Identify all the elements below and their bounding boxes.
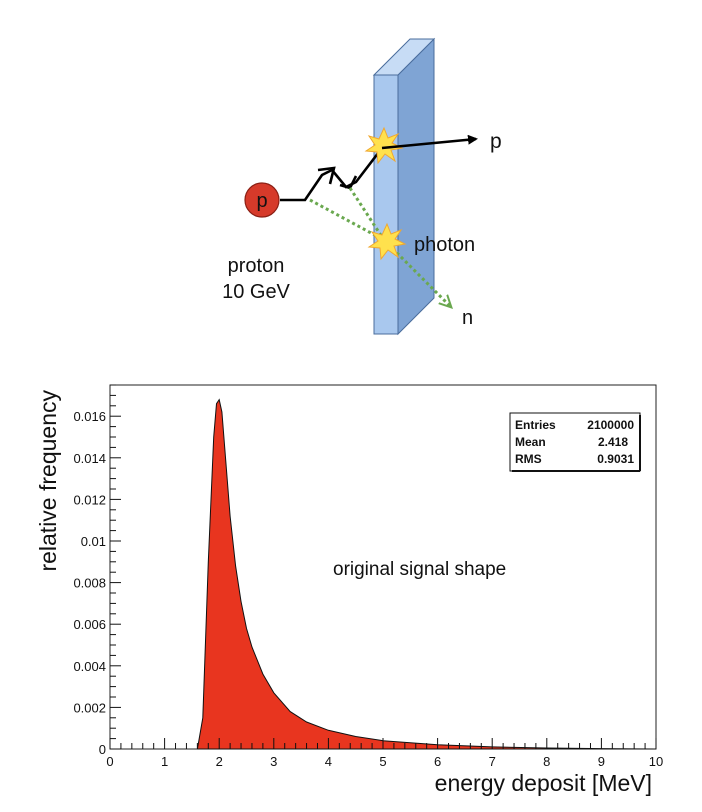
outgoing-proton-label: p — [490, 130, 502, 153]
histogram-chart: 0 1 2 3 4 5 6 7 8 9 10 0 0.002 0.004 0.006 0.008 0.01 0.… — [35, 384, 663, 796]
y-tick-label: 0.008 — [73, 576, 106, 591]
photon-track — [309, 198, 385, 242]
proton-track-arrows — [317, 166, 336, 185]
stats-mean-value: 2.418 — [598, 435, 628, 449]
x-tick-label: 6 — [434, 754, 441, 769]
x-axis-tick-labels: 0 1 2 3 4 5 6 7 8 9 10 — [106, 754, 663, 769]
y-tick-label: 0.004 — [73, 659, 106, 674]
y-tick-label: 0.002 — [73, 700, 106, 715]
detector-slab-front — [373, 74, 399, 335]
stats-entries-value: 2100000 — [587, 418, 634, 432]
x-tick-label: 7 — [489, 754, 496, 769]
x-tick-label: 3 — [270, 754, 277, 769]
y-tick-label: 0.012 — [73, 492, 106, 507]
y-axis-tick-labels: 0 0.002 0.004 0.006 0.008 0.01 0.012 0.014 0.016 — [73, 409, 106, 757]
x-tick-label: 8 — [543, 754, 550, 769]
incoming-label-line1: proton — [228, 255, 285, 277]
interaction-flash-lower — [367, 222, 407, 261]
y-tick-label: 0.014 — [73, 451, 106, 466]
x-tick-label: 10 — [649, 754, 663, 769]
stats-box: Entries 2100000 Mean 2.418 RMS 0.9031 — [509, 412, 641, 472]
stats-rms-label: RMS — [515, 452, 542, 466]
outgoing-proton-track — [381, 134, 478, 150]
annotation-original-signal: original signal shape — [333, 559, 506, 580]
incoming-proton-circle — [244, 182, 280, 218]
x-tick-label: 5 — [379, 754, 386, 769]
incoming-label-line2: 10 GeV — [222, 281, 290, 303]
x-tick-label: 4 — [325, 754, 332, 769]
y-tick-label: 0.01 — [81, 534, 106, 549]
stats-mean-label: Mean — [515, 435, 546, 449]
y-axis-label: relative frequency — [35, 390, 61, 572]
stats-entries-label: Entries — [515, 418, 556, 432]
interaction-flash-upper — [364, 126, 404, 165]
stats-rms-value: 0.9031 — [597, 452, 634, 466]
y-tick-label: 0 — [99, 742, 106, 757]
x-tick-label: 1 — [161, 754, 168, 769]
x-tick-label: 9 — [598, 754, 605, 769]
neutral-track-2 — [348, 187, 386, 241]
detector-slab-side — [397, 37, 435, 336]
photon-label: photon — [414, 234, 475, 256]
x-axis-ticks — [109, 738, 657, 749]
y-axis-ticks — [110, 384, 121, 750]
x-tick-label: 2 — [216, 754, 223, 769]
x-tick-label: 0 — [106, 754, 113, 769]
y-tick-label: 0.016 — [73, 409, 106, 424]
histogram-area — [196, 398, 657, 750]
proton-track — [280, 147, 384, 202]
x-axis-label: energy deposit [MeV] — [435, 770, 652, 796]
neutron-label: n — [462, 307, 473, 329]
y-tick-label: 0.006 — [73, 617, 106, 632]
interaction-diagram: p p photon n proton 10 GeV — [222, 37, 502, 336]
incoming-proton-symbol: p — [256, 190, 267, 212]
